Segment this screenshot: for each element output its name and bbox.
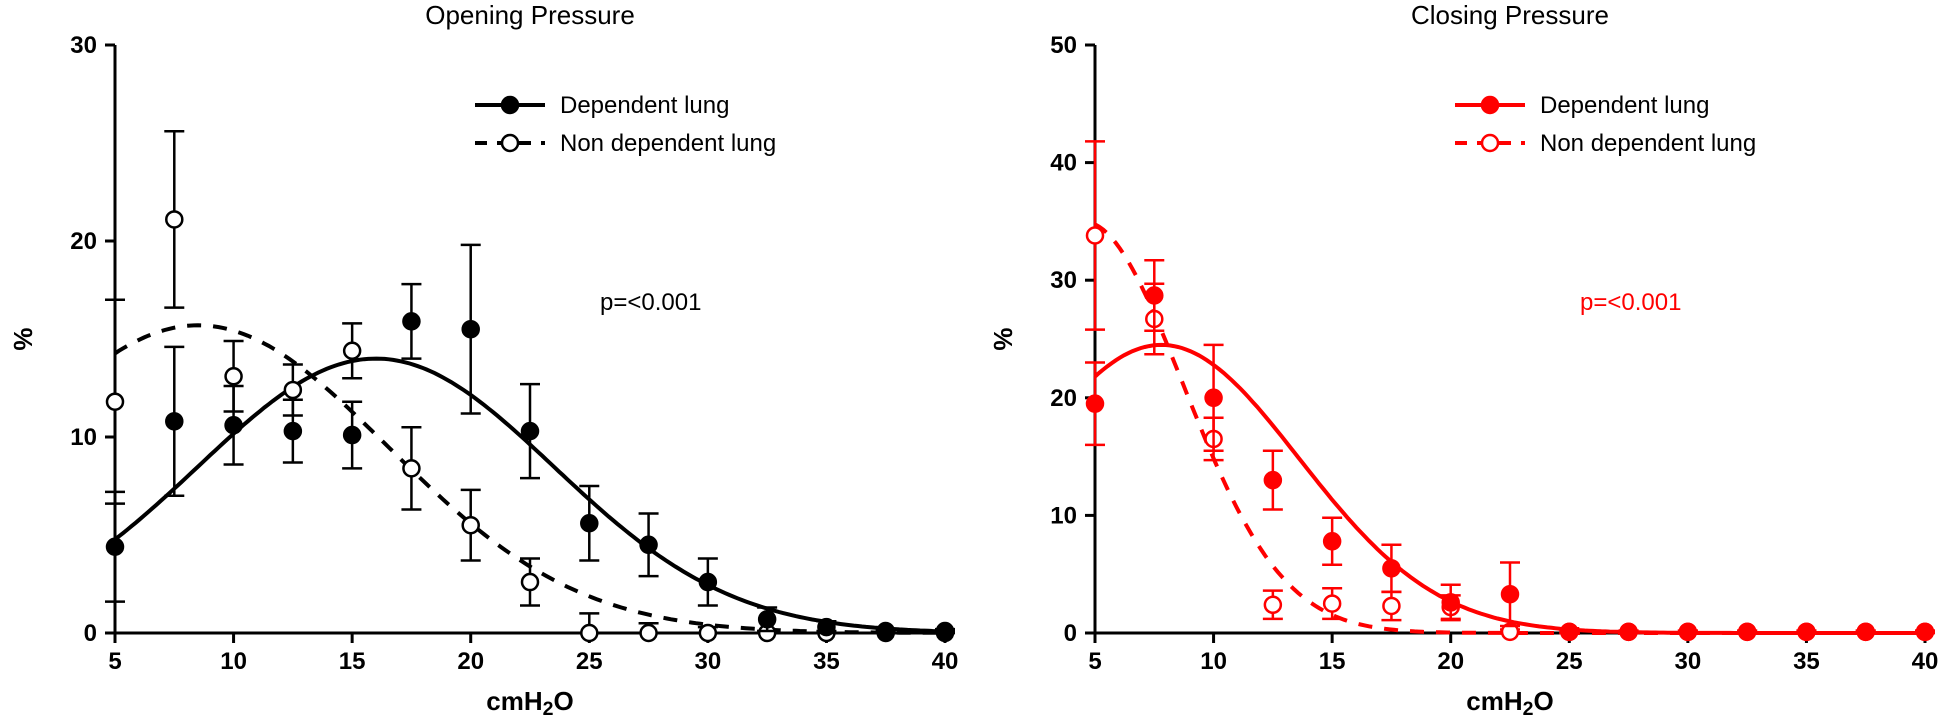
svg-text:30: 30	[695, 648, 722, 675]
figure: Opening Pressure 5 10 15 20 25 30 35 40 0 10 20 30 cm…	[0, 0, 1960, 728]
marker-dependent	[1087, 396, 1103, 412]
svg-text:20: 20	[457, 648, 484, 675]
marker-dependent	[1680, 624, 1696, 640]
marker-dependent	[1324, 533, 1340, 549]
chart-title: Closing Pressure	[1411, 0, 1609, 30]
marker-dependent	[1739, 624, 1755, 640]
svg-text:10: 10	[70, 424, 97, 451]
svg-text:50: 50	[1050, 32, 1077, 59]
marker-dependent	[344, 427, 360, 443]
y-axis-label: %	[8, 327, 38, 350]
marker-nondependent	[522, 574, 538, 590]
marker-dependent	[285, 423, 301, 439]
svg-text:15: 15	[1319, 648, 1346, 675]
svg-text:10: 10	[1200, 648, 1227, 675]
svg-text:30: 30	[1675, 648, 1702, 675]
marker-nondependent	[403, 460, 419, 476]
svg-text:0: 0	[84, 620, 97, 647]
marker-nondependent	[226, 368, 242, 384]
svg-text:20: 20	[1437, 648, 1464, 675]
legend-label: Dependent lung	[560, 92, 729, 119]
x-axis-label: cmH2O	[1466, 686, 1553, 720]
legend-label: Dependent lung	[1540, 92, 1709, 119]
marker-dependent	[1798, 624, 1814, 640]
legend-label: Non dependent lung	[1540, 130, 1756, 157]
marker-nondependent	[581, 625, 597, 641]
chart-opening-pressure: Opening Pressure 5 10 15 20 25 30 35 40 0 10 20 30 cm…	[0, 0, 980, 728]
svg-text:40: 40	[932, 648, 959, 675]
marker-nondependent	[700, 625, 716, 641]
panel-opening-pressure: Opening Pressure 5 10 15 20 25 30 35 40 0 10 20 30 cm…	[0, 0, 980, 728]
svg-text:40: 40	[1050, 150, 1077, 177]
p-value: p=<0.001	[1580, 289, 1681, 316]
svg-text:25: 25	[576, 648, 603, 675]
svg-text:30: 30	[1050, 267, 1077, 294]
marker-dependent	[166, 413, 182, 429]
marker-nondependent	[107, 394, 123, 410]
svg-text:25: 25	[1556, 648, 1583, 675]
marker-dependent	[818, 619, 834, 635]
p-value: p=<0.001	[600, 289, 701, 316]
svg-text:10: 10	[220, 648, 247, 675]
marker-dependent	[226, 417, 242, 433]
marker-dependent	[641, 537, 657, 553]
svg-text:10: 10	[1050, 502, 1077, 529]
svg-text:20: 20	[70, 228, 97, 255]
marker-dependent	[403, 313, 419, 329]
marker-dependent	[522, 423, 538, 439]
chart-title: Opening Pressure	[425, 0, 635, 30]
svg-text:0: 0	[1064, 620, 1077, 647]
chart-closing-pressure: Closing Pressure 5 10 15 20 25 30 35 40 0 10 20 30 40…	[980, 0, 1960, 728]
marker-nondependent	[344, 343, 360, 359]
marker-dependent	[700, 574, 716, 590]
marker-dependent	[1561, 624, 1577, 640]
marker-dependent	[463, 321, 479, 337]
marker-nondependent	[1265, 597, 1281, 613]
marker-dependent	[1265, 472, 1281, 488]
legend-label: Non dependent lung	[560, 130, 776, 157]
marker-dependent	[1443, 594, 1459, 610]
x-axis-label: cmH2O	[486, 686, 573, 720]
marker-nondependent	[166, 211, 182, 227]
marker-nondependent	[1383, 598, 1399, 614]
svg-text:35: 35	[813, 648, 840, 675]
marker-dependent	[759, 611, 775, 627]
marker-dependent	[581, 515, 597, 531]
svg-text:30: 30	[70, 32, 97, 59]
svg-text:35: 35	[1793, 648, 1820, 675]
marker-dependent	[1206, 390, 1222, 406]
marker-dependent	[937, 623, 953, 639]
marker-dependent	[1917, 624, 1933, 640]
marker-dependent	[107, 539, 123, 555]
marker-dependent	[1858, 624, 1874, 640]
svg-text:20: 20	[1050, 385, 1077, 412]
svg-text:40: 40	[1912, 648, 1939, 675]
marker-nondependent	[1324, 596, 1340, 612]
marker-dependent	[1621, 624, 1637, 640]
panel-closing-pressure: Closing Pressure 5 10 15 20 25 30 35 40 0 10 20 30 40…	[980, 0, 1960, 728]
marker-dependent	[1146, 287, 1162, 303]
marker-dependent	[1502, 586, 1518, 602]
svg-text:5: 5	[108, 648, 121, 675]
y-axis-label: %	[988, 327, 1018, 350]
marker-nondependent	[641, 625, 657, 641]
marker-nondependent	[463, 517, 479, 533]
marker-dependent	[1383, 560, 1399, 576]
marker-dependent	[878, 623, 894, 639]
marker-nondependent	[285, 382, 301, 398]
marker-nondependent	[1087, 228, 1103, 244]
svg-text:15: 15	[339, 648, 366, 675]
svg-text:5: 5	[1088, 648, 1101, 675]
